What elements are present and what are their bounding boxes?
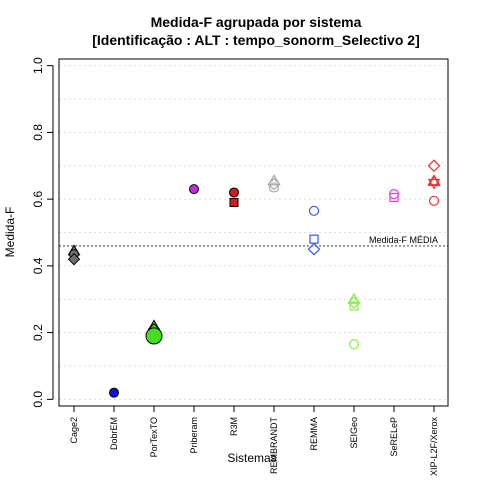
- star-up-stroke: [427, 175, 441, 187]
- data-points: [67, 159, 441, 398]
- y-tick-label: 0.8: [31, 124, 45, 141]
- x-tick-label: Priberam: [189, 417, 199, 454]
- data-point-diamond: [307, 242, 321, 256]
- data-point-diamond: [67, 252, 81, 266]
- x-axis: Cage2 DobrEM PorTexTO Priberam R3M REMBRANDT R…: [69, 405, 439, 477]
- data-point-circle: [388, 189, 400, 200]
- y-axis-label: Medida-F: [3, 207, 17, 258]
- y-axis: 0.0 0.2 0.4 0.6 0.8 1.0: [31, 57, 54, 408]
- x-tick-label: Cage2: [69, 417, 79, 444]
- x-tick-label: PorTexTO: [149, 417, 159, 457]
- y-tick-label: 0.0: [31, 391, 45, 408]
- data-point-diamond: [267, 177, 281, 191]
- y-tick-label: 0.4: [31, 257, 45, 274]
- data-point-circle: [308, 205, 320, 216]
- data-point-square: [389, 192, 399, 203]
- x-tick-label: XIP-L2F/Xerox: [429, 417, 439, 477]
- x-tick-label: R3M: [229, 417, 239, 436]
- y-tick-label: 0.2: [31, 324, 45, 341]
- x-tick-label: DobrEM: [109, 417, 119, 450]
- gridlines: [59, 65, 448, 400]
- x-axis-label: Sistemas: [227, 451, 276, 465]
- data-point-square: [309, 234, 319, 244]
- data-point-circle: [109, 387, 119, 398]
- data-point-circle: [145, 327, 163, 345]
- x-tick-label: REMMA: [309, 417, 319, 451]
- star-down-stroke: [427, 178, 441, 190]
- chart-title-line1: Medida-F agrupada por sistema: [151, 14, 362, 30]
- reference-line-group: Medida-F MÉDIA: [59, 235, 448, 247]
- x-tick-label: REMBRANDT: [269, 417, 279, 475]
- data-point-circle: [229, 187, 239, 198]
- data-point-triangle: [347, 292, 361, 304]
- y-tick-label: 0.6: [31, 190, 45, 207]
- reference-line-label: Medida-F MÉDIA: [369, 235, 438, 245]
- data-point-circle: [189, 184, 199, 195]
- data-point-star: [427, 175, 441, 190]
- data-point-circle: [268, 182, 280, 193]
- y-tick-label: 1.0: [31, 57, 45, 74]
- chart-title-line2: [Identificação : ALT : tempo_sonorm_Sele…: [92, 32, 420, 48]
- data-point-diamond: [347, 296, 361, 309]
- x-tick-label: SeRELeP: [389, 417, 399, 457]
- x-tick-label: SEIGeo: [349, 417, 359, 449]
- data-point-diamond: [427, 159, 441, 173]
- data-point-square: [349, 301, 359, 311]
- data-point-circle: [428, 195, 440, 206]
- data-point-square: [229, 197, 239, 207]
- data-point-triangle: [267, 174, 281, 186]
- data-point-circle: [348, 339, 360, 350]
